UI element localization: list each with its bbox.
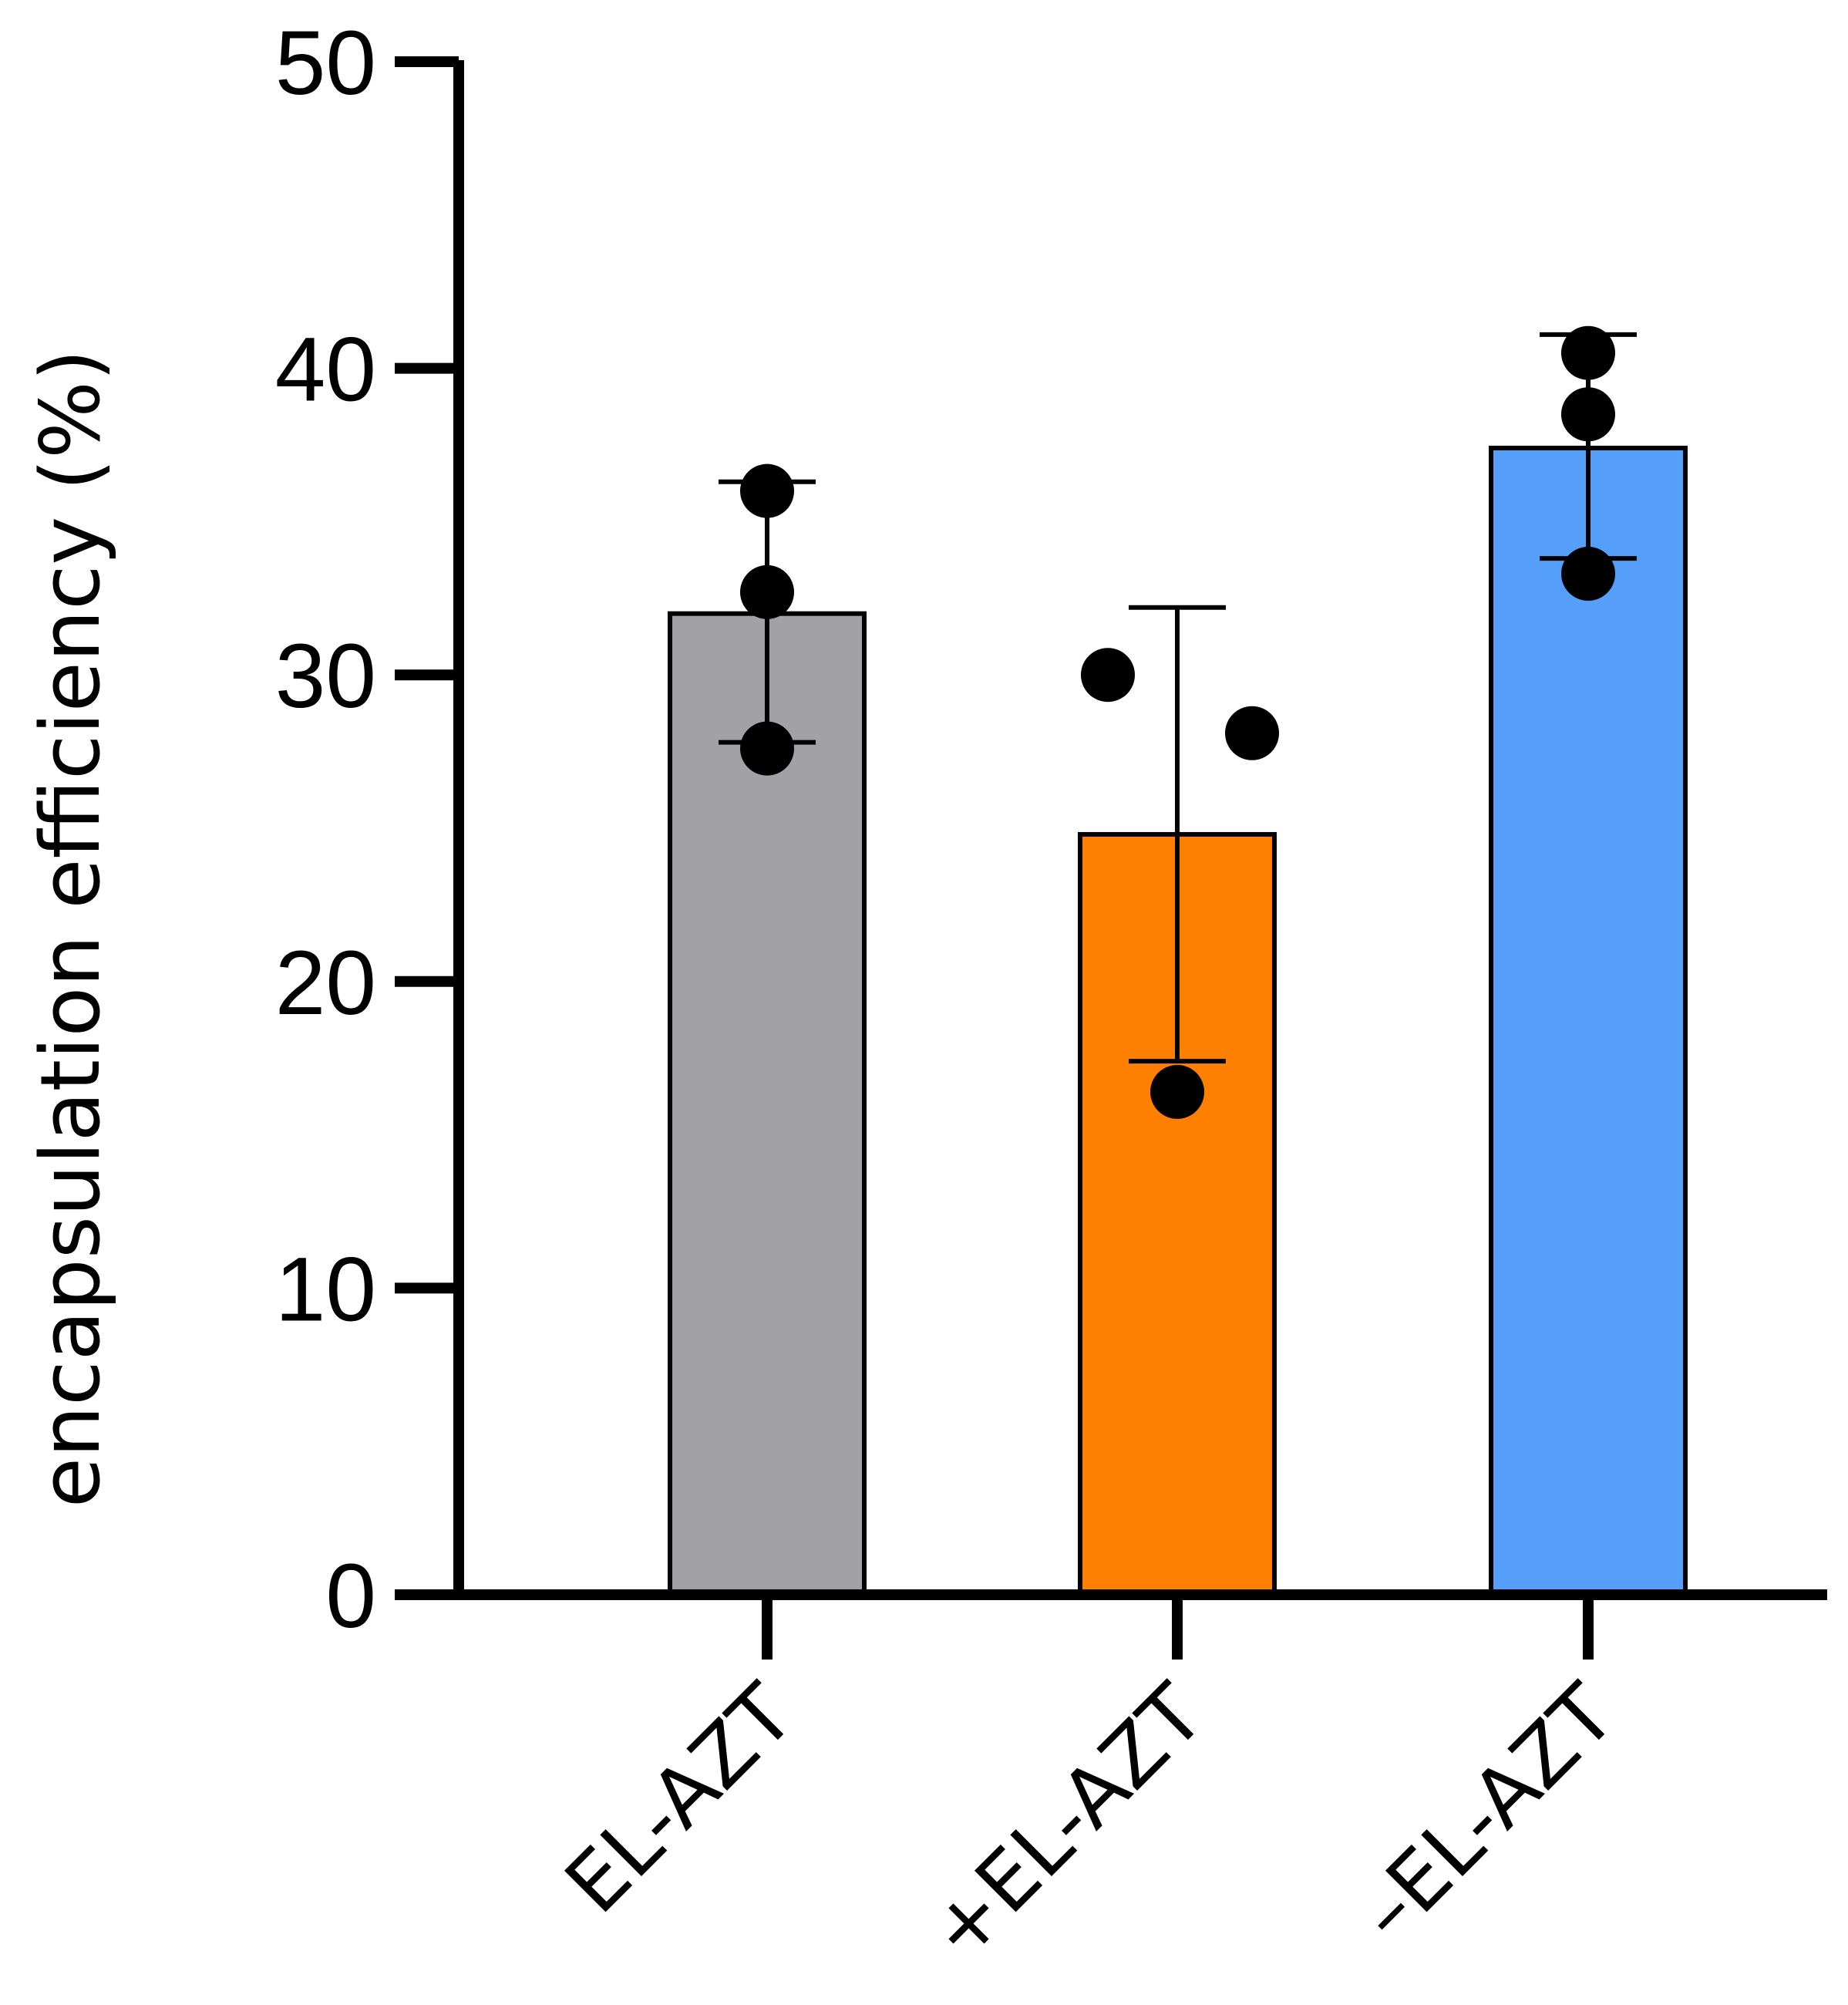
x-tick-label-2: +EL-AZT bbox=[910, 1666, 1222, 1979]
data-point-2-1 bbox=[1081, 648, 1135, 703]
y-tick-label-10: 10 bbox=[275, 1238, 376, 1340]
data-point-2-3 bbox=[1150, 1064, 1204, 1119]
data-point-3-1 bbox=[1561, 325, 1615, 380]
y-tick-label-50: 50 bbox=[275, 12, 376, 114]
data-point-1-1 bbox=[740, 463, 794, 518]
y-tick-label-0: 0 bbox=[325, 1545, 376, 1647]
y-axis-label: encapsulation efficiency (%) bbox=[23, 349, 118, 1508]
x-tick-label-1: EL-AZT bbox=[547, 1666, 812, 1931]
data-point-1-2 bbox=[740, 564, 794, 619]
bar-1 bbox=[668, 611, 867, 1597]
y-tick-label-40: 40 bbox=[275, 319, 376, 421]
y-tick-label-30: 30 bbox=[275, 625, 376, 727]
x-tick-label-3: –EL-AZT bbox=[1340, 1666, 1633, 1960]
data-point-3-3 bbox=[1561, 546, 1615, 601]
data-point-2-2 bbox=[1225, 706, 1279, 760]
bar-3 bbox=[1489, 445, 1688, 1598]
data-point-1-3 bbox=[740, 721, 794, 776]
data-point-3-2 bbox=[1561, 387, 1615, 442]
y-tick-label-20: 20 bbox=[275, 932, 376, 1034]
